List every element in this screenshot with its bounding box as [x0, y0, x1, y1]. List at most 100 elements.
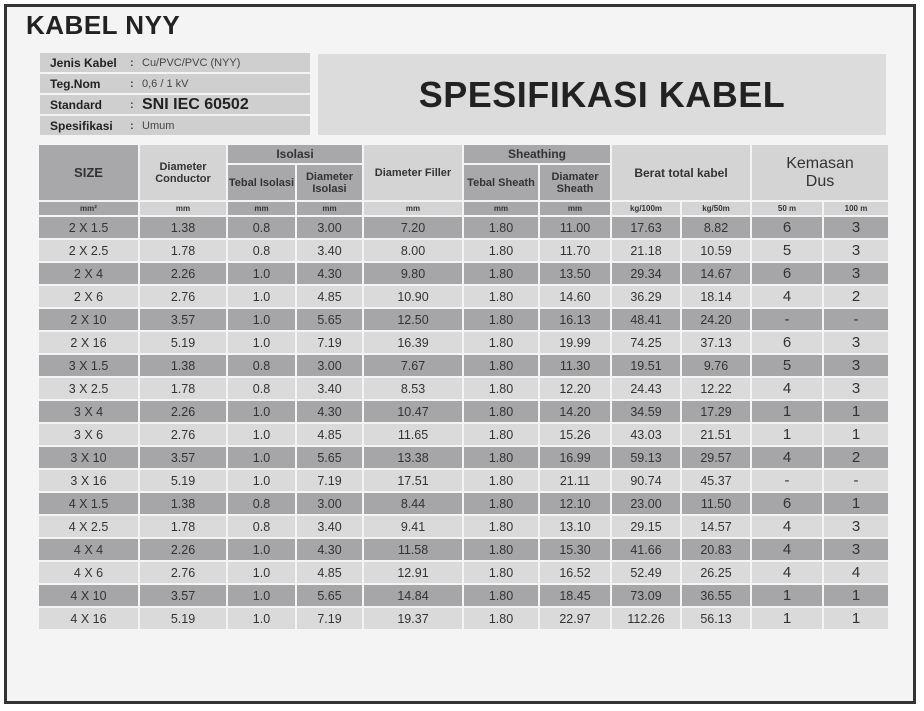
cell-kemasan-100m: 2 — [824, 286, 888, 307]
cell-diam-isolasi: 3.00 — [297, 217, 362, 238]
cell-diam-sheath: 12.10 — [540, 493, 610, 514]
cell-size: 4 X 4 — [39, 539, 138, 560]
unit-cell: mm — [228, 202, 295, 215]
colon: : — [130, 56, 134, 69]
cell-diam-conductor: 2.26 — [140, 401, 226, 422]
table-row: 2 X 6 2.76 1.0 4.85 10.90 1.80 14.60 36.29 18.14… — [39, 286, 888, 307]
cell-diam-sheath: 11.70 — [540, 240, 610, 261]
cell-berat-100m: 29.34 — [612, 263, 680, 284]
info-row-tegnom: Teg.Nom:0,6 / 1 kV — [40, 74, 310, 93]
cell-tebal-isolasi: 1.0 — [228, 562, 295, 583]
cell-diam-isolasi: 4.30 — [297, 401, 362, 422]
table-row: 4 X 1.5 1.38 0.8 3.00 8.44 1.80 12.10 23.00 11.5… — [39, 493, 888, 514]
cell-berat-50m: 24.20 — [682, 309, 750, 330]
cell-diam-conductor: 1.38 — [140, 355, 226, 376]
info-label: Jenis Kabel — [50, 55, 117, 70]
cell-tebal-sheath: 1.80 — [464, 493, 538, 514]
cell-tebal-isolasi: 1.0 — [228, 286, 295, 307]
cell-diam-sheath: 21.11 — [540, 470, 610, 491]
cell-kemasan-100m: 1 — [824, 493, 888, 514]
cell-kemasan-50m: 6 — [752, 332, 822, 353]
cell-berat-100m: 24.43 — [612, 378, 680, 399]
cell-kemasan-50m: 5 — [752, 355, 822, 376]
cell-berat-50m: 56.13 — [682, 608, 750, 629]
cell-diam-filler: 7.20 — [364, 217, 462, 238]
cell-diam-sheath: 18.45 — [540, 585, 610, 606]
cell-size: 3 X 16 — [39, 470, 138, 491]
cell-diam-filler: 11.58 — [364, 539, 462, 560]
cell-diam-isolasi: 4.85 — [297, 562, 362, 583]
table-row: 4 X 10 3.57 1.0 5.65 14.84 1.80 18.45 73.09 36.5… — [39, 585, 888, 606]
cell-diam-isolasi: 7.19 — [297, 332, 362, 353]
cell-tebal-isolasi: 0.8 — [228, 516, 295, 537]
cell-size: 3 X 6 — [39, 424, 138, 445]
cell-berat-100m: 43.03 — [612, 424, 680, 445]
cell-diam-filler: 10.47 — [364, 401, 462, 422]
unit-cell: 100 m — [824, 202, 888, 215]
cell-size: 4 X 6 — [39, 562, 138, 583]
table-row: 3 X 6 2.76 1.0 4.85 11.65 1.80 15.26 43.03 21.51… — [39, 424, 888, 445]
cell-diam-sheath: 15.26 — [540, 424, 610, 445]
cell-berat-50m: 14.67 — [682, 263, 750, 284]
cell-tebal-sheath: 1.80 — [464, 562, 538, 583]
info-row-standard: Standard: SNI IEC 60502 — [40, 95, 310, 114]
cell-berat-50m: 11.50 — [682, 493, 750, 514]
unit-cell: 50 m — [752, 202, 822, 215]
cell-tebal-sheath: 1.80 — [464, 378, 538, 399]
cell-kemasan-100m: 3 — [824, 332, 888, 353]
cell-kemasan-50m: 1 — [752, 608, 822, 629]
unit-cell: mm — [297, 202, 362, 215]
cell-diam-sheath: 11.00 — [540, 217, 610, 238]
table-row: 3 X 10 3.57 1.0 5.65 13.38 1.80 16.99 59.13 29.5… — [39, 447, 888, 468]
cell-tebal-sheath: 1.80 — [464, 355, 538, 376]
cell-size: 4 X 16 — [39, 608, 138, 629]
header-berat: Berat total kabel — [612, 145, 750, 200]
cell-diam-isolasi: 5.65 — [297, 309, 362, 330]
cell-diam-conductor: 3.57 — [140, 447, 226, 468]
cell-diam-sheath: 14.20 — [540, 401, 610, 422]
cell-diam-isolasi: 4.85 — [297, 286, 362, 307]
cell-tebal-sheath: 1.80 — [464, 585, 538, 606]
cell-tebal-isolasi: 0.8 — [228, 378, 295, 399]
table-row: 2 X 16 5.19 1.0 7.19 16.39 1.80 19.99 74.25 37.1… — [39, 332, 888, 353]
unit-cell: kg/50m — [682, 202, 750, 215]
cell-tebal-isolasi: 1.0 — [228, 608, 295, 629]
cell-diam-filler: 10.90 — [364, 286, 462, 307]
table-row: 3 X 16 5.19 1.0 7.19 17.51 1.80 21.11 90.74 45.3… — [39, 470, 888, 491]
spec-table: SIZE Diameter Conductor Isolasi Diameter… — [37, 143, 890, 631]
cell-kemasan-50m: 4 — [752, 539, 822, 560]
cell-diam-isolasi: 7.19 — [297, 470, 362, 491]
cell-berat-50m: 12.22 — [682, 378, 750, 399]
cell-diam-filler: 8.44 — [364, 493, 462, 514]
cell-berat-50m: 9.76 — [682, 355, 750, 376]
cell-kemasan-100m: 1 — [824, 401, 888, 422]
table-row: 3 X 2.5 1.78 0.8 3.40 8.53 1.80 12.20 24.43 12.2… — [39, 378, 888, 399]
cell-diam-filler: 16.39 — [364, 332, 462, 353]
cell-size: 4 X 10 — [39, 585, 138, 606]
cell-diam-conductor: 5.19 — [140, 470, 226, 491]
cell-kemasan-50m: 4 — [752, 516, 822, 537]
cell-diam-filler: 8.00 — [364, 240, 462, 261]
cell-kemasan-100m: 3 — [824, 240, 888, 261]
cell-diam-sheath: 19.99 — [540, 332, 610, 353]
cell-kemasan-100m: 3 — [824, 516, 888, 537]
colon: : — [130, 77, 134, 90]
cell-tebal-isolasi: 1.0 — [228, 585, 295, 606]
cell-tebal-sheath: 1.80 — [464, 286, 538, 307]
cell-diam-conductor: 1.38 — [140, 493, 226, 514]
cell-berat-50m: 10.59 — [682, 240, 750, 261]
cell-tebal-sheath: 1.80 — [464, 608, 538, 629]
cell-berat-100m: 23.00 — [612, 493, 680, 514]
cell-diam-sheath: 22.97 — [540, 608, 610, 629]
cell-kemasan-50m: 4 — [752, 286, 822, 307]
cell-tebal-sheath: 1.80 — [464, 332, 538, 353]
table-row: 2 X 1.5 1.38 0.8 3.00 7.20 1.80 11.00 17.63 8.82… — [39, 217, 888, 238]
page-title: KABEL NYY — [26, 10, 181, 40]
cell-diam-filler: 8.53 — [364, 378, 462, 399]
cell-tebal-sheath: 1.80 — [464, 516, 538, 537]
cell-diam-conductor: 1.78 — [140, 240, 226, 261]
cell-berat-50m: 20.83 — [682, 539, 750, 560]
cell-tebal-isolasi: 1.0 — [228, 424, 295, 445]
cell-diam-conductor: 5.19 — [140, 608, 226, 629]
cell-kemasan-100m: 3 — [824, 539, 888, 560]
